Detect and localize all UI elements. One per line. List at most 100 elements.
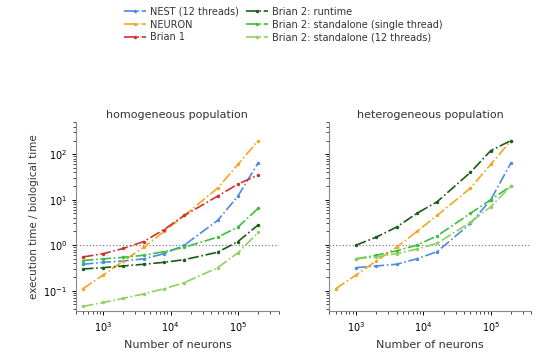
Brian 2: standalone (single thread): (2e+05, 6.5): standalone (single thread): (2e+05, 6.5) [255, 206, 262, 210]
NEST (12 threads) [235, 194, 241, 198]
Brian 2: runtime: (1.6e+04, 9): runtime: (1.6e+04, 9) [434, 199, 440, 204]
NEST (12 threads) [100, 260, 106, 265]
NEST (12 threads) [467, 221, 474, 226]
NEURON [373, 259, 379, 263]
Brian 2: standalone (single thread): (1e+03, 0.5): standalone (single thread): (1e+03, 0.5) [353, 257, 359, 261]
Brian 2: runtime: (8e+03, 0.42): runtime: (8e+03, 0.42) [161, 260, 167, 265]
Line: NEST (12 threads): NEST (12 threads) [81, 161, 260, 266]
NEST (12 threads) [353, 266, 359, 270]
Brian 2: standalone (single thread): (5e+04, 5): standalone (single thread): (5e+04, 5) [467, 211, 474, 216]
Brian 2: standalone (12 threads): (8e+03, 0.82): standalone (12 threads): (8e+03, 0.82) [414, 247, 420, 251]
Title: heterogeneous population: heterogeneous population [357, 110, 504, 120]
Brian 1 [255, 173, 262, 177]
Brian 2: standalone (single thread): (2e+05, 20): standalone (single thread): (2e+05, 20) [508, 184, 514, 188]
Brian 2: standalone (single thread): (1e+03, 0.5): standalone (single thread): (1e+03, 0.5) [100, 257, 106, 261]
Brian 2: standalone (12 threads): (1.6e+04, 1.1): standalone (12 threads): (1.6e+04, 1.1) [434, 241, 440, 246]
Brian 2: standalone (single thread): (1e+05, 10): standalone (single thread): (1e+05, 10) [488, 198, 494, 202]
NEURON [100, 273, 106, 277]
NEURON [488, 162, 494, 166]
Brian 2: standalone (single thread): (1.6e+04, 1.6): standalone (single thread): (1.6e+04, 1.… [434, 234, 440, 238]
NEURON [332, 287, 339, 291]
Brian 2: standalone (single thread): (4e+03, 0.6): standalone (single thread): (4e+03, 0.6) [141, 253, 147, 257]
Title: homogeneous population: homogeneous population [106, 110, 249, 120]
NEST (12 threads) [120, 259, 126, 263]
Brian 2: standalone (12 threads): (2e+05, 20): standalone (12 threads): (2e+05, 20) [508, 184, 514, 188]
NEURON [255, 138, 262, 143]
NEURON [181, 213, 187, 217]
NEURON [393, 245, 400, 249]
Legend: NEST (12 threads), NEURON, Brian 1, Brian 2: runtime, Brian 2: standalone (singl: NEST (12 threads), NEURON, Brian 1, Bria… [124, 7, 443, 42]
Brian 2: runtime: (5e+04, 40): runtime: (5e+04, 40) [467, 170, 474, 175]
Brian 2: runtime: (2e+05, 200): runtime: (2e+05, 200) [508, 138, 514, 143]
Line: Brian 2: standalone (12 threads): Brian 2: standalone (12 threads) [81, 231, 260, 308]
NEURON [161, 229, 167, 234]
Brian 1 [141, 239, 147, 244]
Brian 2: standalone (12 threads): (5e+04, 3.2): standalone (12 threads): (5e+04, 3.2) [467, 220, 474, 224]
Line: Brian 2: runtime: Brian 2: runtime [81, 223, 260, 271]
NEST (12 threads) [214, 218, 221, 222]
Brian 2: standalone (single thread): (1e+05, 2.5): standalone (single thread): (1e+05, 2.5) [235, 225, 241, 229]
NEST (12 threads) [434, 249, 440, 254]
Brian 1 [161, 228, 167, 232]
Brian 2: standalone (single thread): (8e+03, 0.72): standalone (single thread): (8e+03, 0.72… [161, 249, 167, 254]
Brian 1 [181, 213, 187, 217]
NEURON [508, 138, 514, 143]
Y-axis label: execution time / biological time: execution time / biological time [29, 135, 39, 299]
Brian 1 [100, 252, 106, 256]
Brian 2: standalone (12 threads): (1e+05, 0.68): standalone (12 threads): (1e+05, 0.68) [235, 251, 241, 255]
NEURON [353, 273, 359, 277]
Brian 1 [120, 246, 126, 251]
Brian 2: standalone (single thread): (5e+04, 1.5): standalone (single thread): (5e+04, 1.5) [214, 235, 221, 239]
Brian 2: runtime: (1e+03, 1): runtime: (1e+03, 1) [353, 243, 359, 247]
Brian 2: standalone (12 threads): (2e+03, 0.068): standalone (12 threads): (2e+03, 0.068) [120, 296, 126, 301]
Brian 2: standalone (12 threads): (4e+03, 0.085): standalone (12 threads): (4e+03, 0.085) [141, 292, 147, 296]
X-axis label: Number of neurons: Number of neurons [124, 340, 231, 350]
Brian 2: runtime: (1e+05, 1.2): runtime: (1e+05, 1.2) [235, 239, 241, 244]
Line: Brian 2: runtime: Brian 2: runtime [354, 139, 513, 247]
Brian 2: runtime: (8e+03, 5): runtime: (8e+03, 5) [414, 211, 420, 216]
NEST (12 threads) [80, 262, 86, 266]
NEST (12 threads) [393, 262, 400, 266]
Brian 1 [214, 194, 221, 198]
NEST (12 threads) [161, 252, 167, 256]
NEURON [214, 186, 221, 190]
NEURON [80, 287, 86, 291]
X-axis label: Number of neurons: Number of neurons [377, 340, 484, 350]
NEURON [414, 229, 420, 234]
Brian 2: standalone (12 threads): (1e+05, 7): standalone (12 threads): (1e+05, 7) [488, 204, 494, 209]
Brian 2: standalone (12 threads): (1.6e+04, 0.15): standalone (12 threads): (1.6e+04, 0.15) [181, 280, 187, 285]
NEURON [434, 213, 440, 217]
NEURON [120, 259, 126, 263]
Brian 2: standalone (single thread): (8e+03, 1): standalone (single thread): (8e+03, 1) [414, 243, 420, 247]
NEST (12 threads) [373, 264, 379, 268]
NEST (12 threads) [414, 257, 420, 261]
Brian 2: standalone (12 threads): (5e+04, 0.32): standalone (12 threads): (5e+04, 0.32) [214, 266, 221, 270]
Brian 2: standalone (single thread): (4e+03, 0.75): standalone (single thread): (4e+03, 0.75… [393, 249, 400, 253]
Brian 2: runtime: (1.6e+04, 0.48): runtime: (1.6e+04, 0.48) [181, 257, 187, 262]
Brian 2: standalone (12 threads): (1e+03, 0.5): standalone (12 threads): (1e+03, 0.5) [353, 257, 359, 261]
NEURON [141, 245, 147, 249]
NEST (12 threads) [508, 161, 514, 165]
Brian 2: standalone (12 threads): (2e+05, 1.9): standalone (12 threads): (2e+05, 1.9) [255, 230, 262, 235]
Brian 2: standalone (12 threads): (1e+03, 0.055): standalone (12 threads): (1e+03, 0.055) [100, 300, 106, 305]
Brian 2: standalone (single thread): (2e+03, 0.54): standalone (single thread): (2e+03, 0.54… [120, 255, 126, 260]
Line: Brian 2: standalone (single thread): Brian 2: standalone (single thread) [354, 184, 513, 261]
Brian 2: standalone (single thread): (1.6e+04, 0.9): standalone (single thread): (1.6e+04, 0.… [181, 245, 187, 249]
Brian 2: standalone (single thread): (2e+03, 0.6): standalone (single thread): (2e+03, 0.6) [373, 253, 379, 257]
NEST (12 threads) [488, 198, 494, 202]
Brian 1 [80, 255, 86, 259]
Line: NEST (12 threads): NEST (12 threads) [354, 161, 513, 269]
Brian 2: standalone (12 threads): (500, 0.045): standalone (12 threads): (500, 0.045) [80, 304, 86, 309]
NEST (12 threads) [181, 243, 187, 247]
Brian 1 [235, 182, 241, 186]
Brian 2: runtime: (2e+05, 2.8): runtime: (2e+05, 2.8) [255, 223, 262, 227]
Brian 2: standalone (12 threads): (4e+03, 0.65): standalone (12 threads): (4e+03, 0.65) [393, 252, 400, 256]
Brian 2: standalone (12 threads): (8e+03, 0.11): standalone (12 threads): (8e+03, 0.11) [161, 287, 167, 291]
NEST (12 threads) [255, 161, 262, 165]
NEST (12 threads) [141, 257, 147, 261]
Line: Brian 1: Brian 1 [81, 173, 260, 259]
Brian 2: runtime: (1e+03, 0.32): runtime: (1e+03, 0.32) [100, 266, 106, 270]
NEURON [467, 186, 474, 190]
Brian 2: runtime: (1e+05, 120): runtime: (1e+05, 120) [488, 148, 494, 153]
Line: NEURON: NEURON [334, 139, 513, 291]
